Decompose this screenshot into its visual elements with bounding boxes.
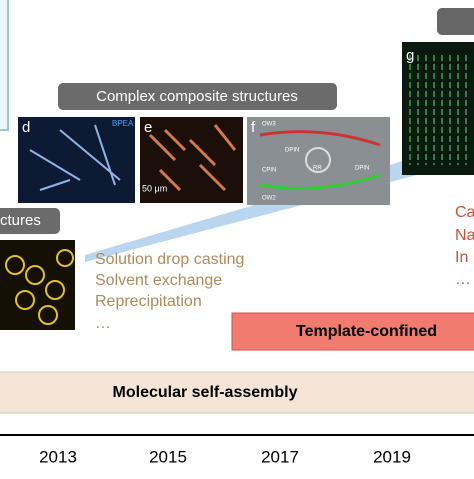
rings: [5, 249, 74, 325]
label-box: [58, 83, 337, 110]
panel-d-rods: [29, 124, 121, 191]
panel-label: g: [406, 47, 414, 64]
method: …: [95, 315, 111, 332]
waveguide: [259, 130, 381, 147]
panel-yellow: [0, 240, 75, 330]
panel-g-pattern: [409, 55, 467, 165]
method: …: [455, 271, 471, 288]
method: Solvent exchange: [95, 272, 222, 289]
tag: DPIN: [355, 166, 369, 172]
year: 2017: [261, 447, 299, 466]
panel-e-crystals: [148, 124, 237, 192]
year: 2013: [39, 447, 77, 466]
year: 2019: [373, 447, 411, 466]
panel-label: e: [144, 119, 152, 136]
label-box: [0, 208, 60, 234]
tag: CPIN: [262, 168, 276, 174]
panel-tag: BPEA: [112, 119, 134, 128]
methods-right: Ca Na In …: [455, 204, 474, 288]
method: Na: [455, 227, 474, 244]
waveguide: [259, 173, 381, 190]
method: Solution drop casting: [95, 251, 244, 268]
left-box: [0, 0, 9, 131]
method: Reprecipitation: [95, 293, 202, 310]
tag: OW3: [262, 122, 276, 128]
tag: OW2: [262, 196, 276, 202]
panel-f-tags: OW3 DPIN CPIN RR DPIN OW2: [262, 122, 369, 202]
panel-f: [247, 117, 390, 205]
method: Ca: [455, 204, 474, 221]
top-tab: [437, 8, 474, 35]
panel-label: d: [22, 119, 30, 136]
years: 2013 2015 2017 2019: [39, 447, 411, 466]
ring: [305, 147, 331, 173]
panel-d: [18, 117, 135, 203]
tag: RR: [313, 166, 322, 172]
molecular-bar: [0, 371, 474, 414]
panel-label: f: [251, 119, 256, 136]
panel-e: [140, 117, 243, 203]
bar-label: Molecular self-assembly: [113, 384, 298, 401]
tag: DPIN: [285, 148, 299, 154]
label: ctures: [0, 212, 41, 229]
year: 2015: [149, 447, 187, 466]
methods-left: Solution drop casting Solvent exchange R…: [95, 251, 244, 332]
panel-g: [402, 42, 474, 175]
method: In: [455, 249, 468, 266]
bar-label: Template-confined: [296, 323, 437, 340]
label: Complex composite structures: [96, 88, 298, 105]
template-bar: [231, 312, 474, 351]
scale-label: 50 μm: [142, 183, 167, 193]
